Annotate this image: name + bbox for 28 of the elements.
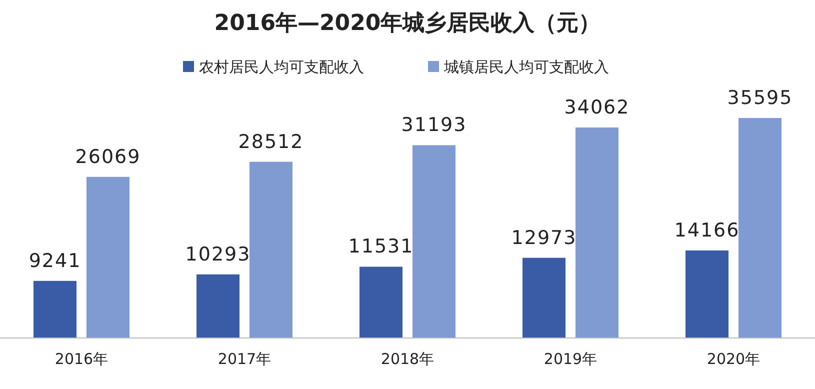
bar	[86, 176, 130, 338]
bar	[738, 118, 782, 338]
data-label: 34062	[564, 96, 630, 118]
data-label: 14166	[674, 219, 740, 242]
data-label: 35595	[727, 87, 793, 109]
bar	[522, 258, 566, 338]
bar	[686, 250, 728, 338]
data-label: 11531	[348, 236, 414, 258]
legend-label: 城镇居民人均可支配收入	[443, 58, 609, 76]
data-label: 31193	[401, 114, 467, 136]
bar	[196, 274, 240, 338]
data-label: 9241	[28, 250, 82, 272]
bar	[576, 127, 618, 338]
data-label: 28512	[238, 130, 304, 153]
x-tick-label: 2019年	[544, 350, 598, 368]
data-label: 26069	[75, 146, 141, 168]
bar	[360, 266, 402, 338]
bar	[250, 162, 292, 338]
x-tick-label: 2016年	[54, 350, 108, 368]
x-tick-label: 2020年	[706, 350, 760, 368]
data-label: 12973	[511, 226, 577, 249]
legend-label: 农村居民人均可支配收入	[199, 58, 364, 76]
x-tick-label: 2018年	[380, 350, 434, 368]
data-label: 10293	[185, 243, 251, 266]
bar	[34, 280, 76, 338]
chart-title: 2016年—2020年城乡居民收入（元）	[214, 11, 601, 36]
bar	[412, 145, 456, 338]
x-tick-label: 2017年	[218, 350, 272, 368]
